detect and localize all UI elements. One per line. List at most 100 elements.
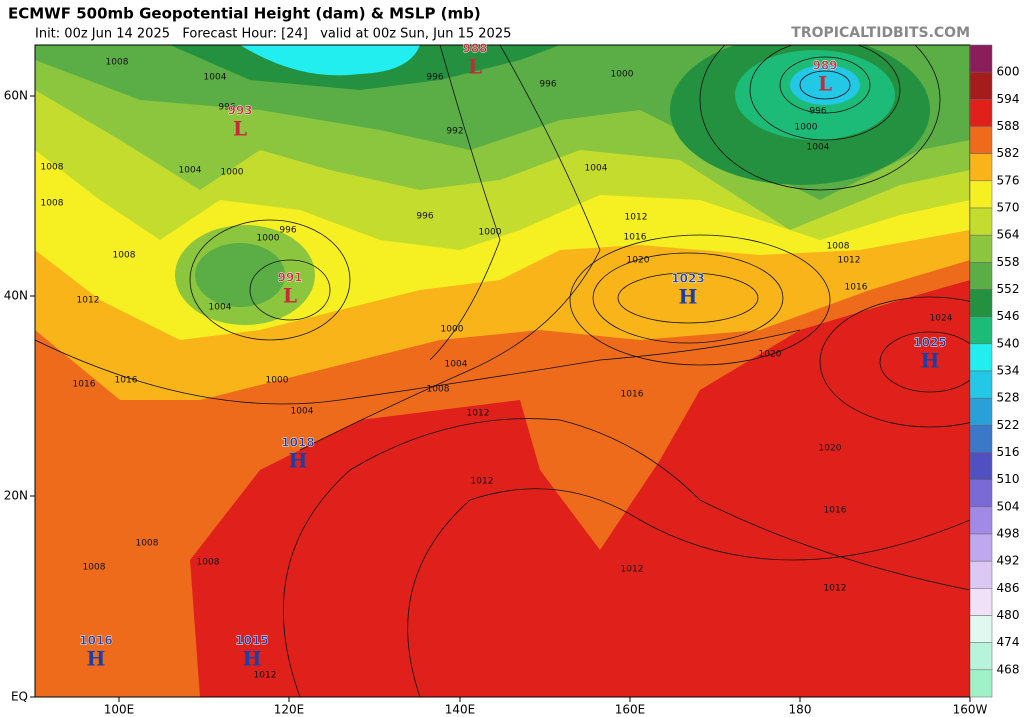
lat-label: 40N [4, 289, 28, 303]
isobar-label: 1012 [467, 409, 490, 419]
colorbar-swatch [969, 289, 993, 317]
subtitle: Init: 00z Jun 14 2025 Forecast Hour: [24… [35, 27, 511, 42]
pressure-center-value: 993 [227, 104, 252, 118]
isobar-label: 1000 [795, 123, 818, 133]
colorbar-swatch [969, 180, 993, 209]
lat-label: 60N [4, 89, 28, 103]
isobars [35, 45, 970, 697]
isobar-label: 1016 [621, 390, 644, 400]
isobar-label: 996 [809, 107, 826, 117]
colorbar-swatch [969, 370, 993, 399]
isobar-label: 1012 [838, 256, 861, 266]
colorbar-swatch [969, 533, 993, 562]
isobar-label: 1012 [254, 671, 277, 681]
pressure-center-letter: L [818, 72, 832, 96]
colorbar-label: 564 [997, 228, 1020, 242]
colorbar-label: 594 [997, 92, 1020, 106]
colorbar-label: 504 [997, 499, 1020, 513]
colorbar-swatch [969, 479, 993, 508]
colorbar-swatch [969, 669, 993, 698]
colorbar-swatch [969, 207, 993, 236]
isobar-label: 1008 [83, 563, 106, 573]
colorbar-label: 570 [997, 201, 1020, 215]
isobar-label: 1012 [625, 213, 648, 223]
colorbar-label: 516 [997, 445, 1020, 459]
colorbar-label: 486 [997, 581, 1020, 595]
colorbar-label: 576 [997, 173, 1020, 187]
colorbar-swatch [969, 262, 993, 290]
pressure-center-value: 1015 [235, 634, 268, 648]
pressure-center-value: 1018 [281, 436, 314, 450]
isobar-label: 1004 [585, 164, 608, 174]
colorbar-label: 492 [997, 554, 1020, 568]
lon-label: 160E [615, 703, 646, 717]
isobar-label: 1008 [427, 385, 450, 395]
isobar-label: 1000 [479, 228, 502, 238]
isobar-label: 1016 [73, 380, 96, 390]
isobar-label: 1012 [471, 477, 494, 487]
colorbar-swatch [969, 506, 993, 535]
pressure-center-letter: L [283, 284, 297, 308]
colorbar-label: 582 [997, 146, 1020, 160]
colorbar-label: 528 [997, 391, 1020, 405]
colorbar-label: 588 [997, 119, 1020, 133]
colorbar-swatch [969, 316, 993, 345]
isobar-label: 1000 [441, 325, 464, 335]
lon-label: 100E [104, 703, 135, 717]
isobar-label: 1016 [824, 506, 847, 516]
lon-label: 140E [445, 703, 476, 717]
colorbar-swatch [969, 71, 993, 100]
isobar-label: 1016 [624, 233, 647, 243]
isobar-label: 1004 [209, 303, 232, 313]
colorbar-swatch [969, 153, 993, 182]
isobar-label: 1020 [759, 350, 782, 360]
isobar-label: 1000 [611, 70, 634, 80]
isobar-label: 996 [426, 73, 443, 83]
lon-label: 160W [953, 703, 988, 717]
isobar-label: 1000 [221, 168, 244, 178]
isobar-label: 1016 [845, 283, 868, 293]
isobar-label: 996 [279, 226, 296, 236]
isobar-label: 996 [539, 80, 556, 90]
colorbar-label: 600 [997, 65, 1020, 79]
lon-label: 180 [789, 703, 812, 717]
isobar-label: 1004 [179, 166, 202, 176]
isobar-label: 1012 [824, 584, 847, 594]
colorbar-label: 480 [997, 608, 1020, 622]
colorbar-swatch [969, 343, 993, 372]
pressure-center-letter: H [679, 285, 698, 309]
pressure-center-value: 1025 [913, 336, 946, 350]
pressure-center-letter: H [87, 647, 106, 671]
isobar-label: 1004 [291, 407, 314, 417]
lat-label: EQ [11, 690, 28, 704]
isobar-label: 1004 [807, 143, 830, 153]
isobar-label: 1004 [204, 73, 227, 83]
pressure-center-letter: H [921, 349, 940, 373]
colorbar-label: 510 [997, 472, 1020, 486]
colorbar-swatch [969, 44, 993, 73]
pressure-center-value: 991 [277, 271, 302, 285]
pressure-center-value: 988 [462, 42, 487, 56]
colorbar-label: 546 [997, 309, 1020, 323]
colorbar-swatch [969, 642, 993, 671]
pressure-center-value: 989 [812, 59, 837, 73]
isobar-label: 1016 [115, 376, 138, 386]
pressure-center-letter: H [289, 449, 308, 473]
isobar-label: 1000 [266, 376, 289, 386]
colorbar-swatch [969, 425, 993, 453]
isobar-label: 1008 [197, 558, 220, 568]
pressure-center-letter: H [243, 647, 262, 671]
isobar-label: 1024 [930, 314, 953, 324]
colorbar-label: 474 [997, 635, 1020, 649]
colorbar-swatch [969, 234, 993, 263]
colorbar-label: 540 [997, 336, 1020, 350]
colorbar-swatch [969, 452, 993, 480]
pressure-center-value: 1016 [79, 634, 112, 648]
isobar-label: 1008 [113, 251, 136, 261]
isobar-label: 996 [416, 212, 433, 222]
colorbar-label: 558 [997, 255, 1020, 269]
colorbar-label: 498 [997, 527, 1020, 541]
colorbar-swatch [969, 397, 993, 426]
credit: TROPICALTIDBITS.COM [791, 25, 970, 41]
